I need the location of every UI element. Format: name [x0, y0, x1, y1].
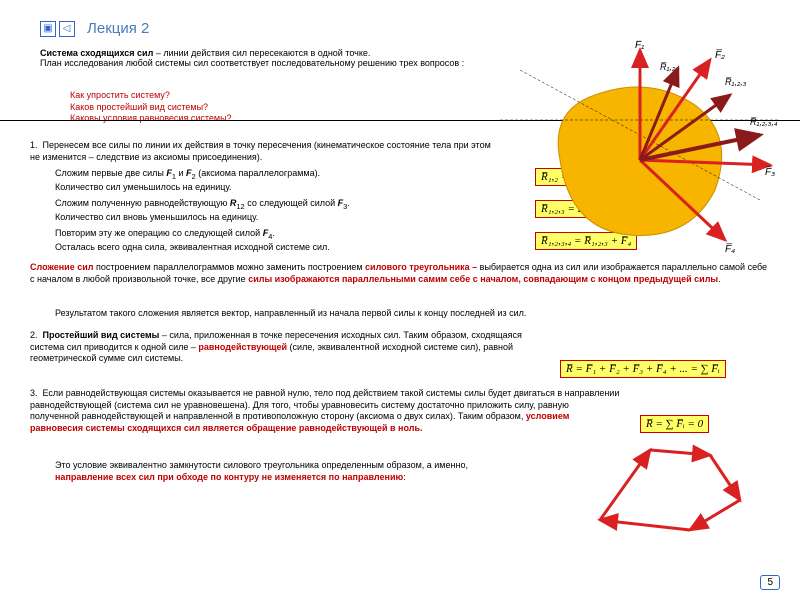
back-button[interactable]: ◁	[59, 21, 75, 37]
label-F1: F̅₁	[635, 40, 644, 51]
intro-plan: План исследования любой системы сил соот…	[40, 58, 464, 68]
question-1: Как упростить систему?	[70, 90, 232, 102]
s1t2b: и	[176, 168, 186, 178]
s1r12s: 12	[236, 202, 244, 211]
label-R123: R̅₁,₂,₃	[725, 77, 747, 87]
formula-eqR: R̅ = F̅₁ + F̅₂ + F̅₃ + F̅₄ + ... = ∑ F̅ᵢ	[560, 360, 726, 378]
s2c: равнодействующей	[198, 342, 289, 352]
s1t4a: Сложим полученную равнодействующую	[55, 198, 230, 208]
cl-b: направление всех сил при обходе по конту…	[55, 472, 403, 482]
home-button[interactable]: ▣	[40, 21, 56, 37]
s1t2c: (аксиома параллелограмма).	[196, 168, 320, 178]
s1t2a: Сложим первые две силы	[55, 168, 166, 178]
step1: 1. Перенесем все силы по линии их действ…	[30, 140, 500, 163]
rp-f: .	[718, 274, 721, 284]
s1t3: Количество сил уменьшилось на единицу.	[55, 182, 231, 192]
s1t4c: .	[347, 198, 350, 208]
intro-block: Система сходящихся сил – линии действия …	[40, 48, 490, 68]
cl-a: Это условие эквивалентно замкнутости сил…	[55, 460, 468, 470]
s3n: 3.	[30, 388, 38, 398]
lecture-title: Лекция 2	[87, 20, 149, 37]
label-F4: F̅₄	[725, 243, 735, 255]
step1-num: 1.	[30, 140, 38, 150]
result-line: Результатом такого сложения является век…	[55, 308, 755, 320]
rp-e: силы изображаются параллельными самим се…	[248, 274, 718, 284]
step3: 3. Если равнодействующая системы оказыва…	[30, 388, 620, 435]
label-F3: F̅₃	[765, 166, 775, 178]
header: ▣ ◁ Лекция 2	[40, 20, 149, 37]
rp-c: силового треугольника –	[365, 262, 480, 272]
s1t6a: Повторим эту же операцию со следующей си…	[55, 228, 263, 238]
step1-t1: Перенесем все силы по линии их действия …	[30, 140, 491, 162]
cl-c: :	[403, 472, 406, 482]
force-polygon	[580, 430, 750, 540]
step2: 2. Простейший вид системы – сила, прилож…	[30, 330, 530, 365]
s1t7: Осталась всего одна сила, эквивалентная …	[55, 242, 330, 252]
s1t4b: со следующей силой	[245, 198, 338, 208]
label-F2: F̅₂	[715, 49, 725, 61]
closing: Это условие эквивалентно замкнутости сил…	[55, 460, 545, 483]
s1t6b: .	[272, 228, 275, 238]
page-number: 5	[760, 575, 780, 590]
step1-line3: Сложим полученную равнодействующую R12 с…	[55, 198, 525, 223]
label-R12: R̅₁,₂	[660, 62, 676, 72]
s1t5: Количество сил вновь уменьшилось на един…	[55, 212, 258, 222]
rp-b: построением параллелограммов можно замен…	[96, 262, 365, 272]
rp-a: Сложение сил	[30, 262, 96, 272]
label-R1234: R̅₁,₂,₃,₄	[750, 117, 778, 127]
question-2: Каков простейший вид системы?	[70, 102, 232, 114]
force-diagram: F̅₁ F̅₂ F̅₃ F̅₄ R̅₁,₂ R̅₁,₂,₃ R̅₁,₂,₃,₄	[500, 40, 780, 270]
step1-line4: Повторим эту же операцию со следующей си…	[55, 228, 525, 253]
intro-rest: – линии действия сил пересекаются в одно…	[153, 48, 370, 58]
step1-line2: Сложим первые две силы F1 и F2 (аксиома …	[55, 168, 525, 193]
s2a: Простейший вид системы	[43, 330, 162, 340]
s2n: 2.	[30, 330, 38, 340]
intro-lead: Система сходящихся сил	[40, 48, 153, 58]
